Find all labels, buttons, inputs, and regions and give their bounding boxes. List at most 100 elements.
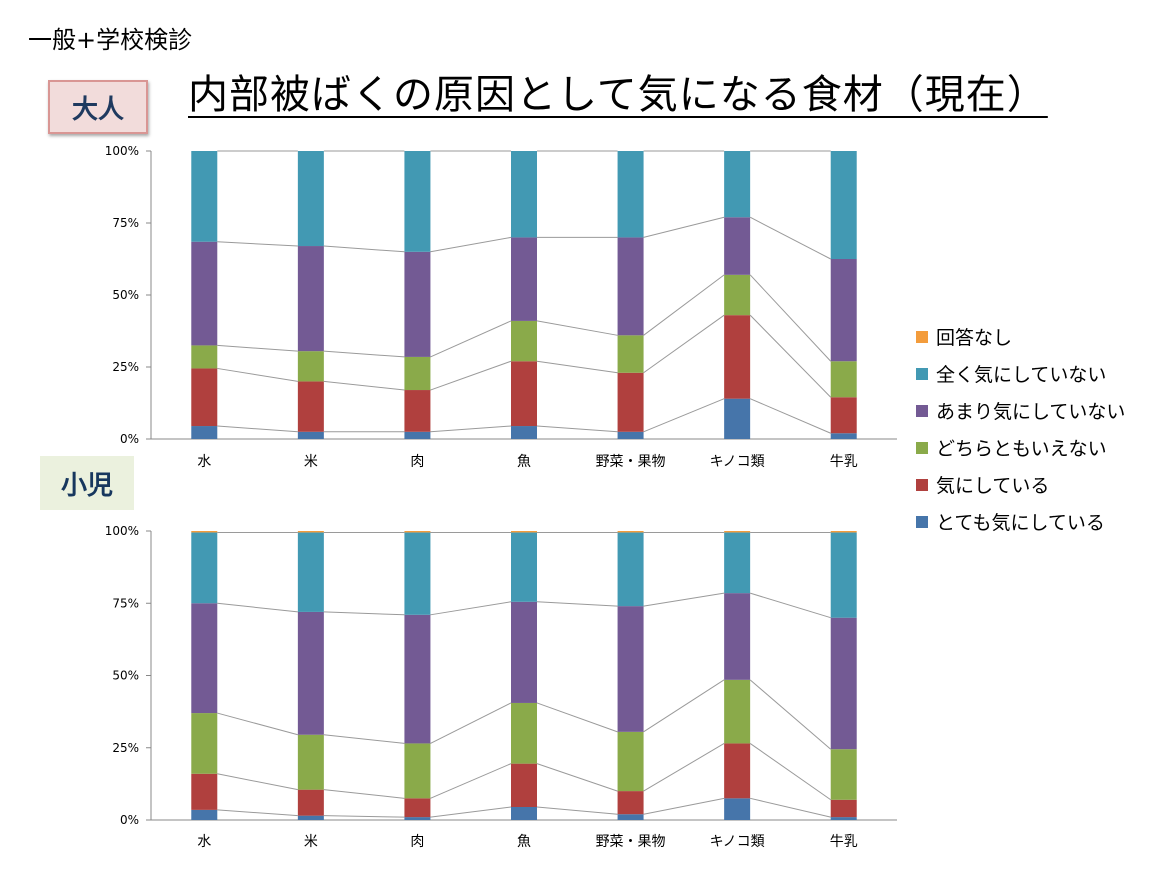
child-bar-segment xyxy=(830,817,857,820)
legend-item: 気にしている xyxy=(916,466,1125,503)
child-bar-segment xyxy=(297,531,324,533)
adult-series-line xyxy=(217,367,298,382)
child-bar-segment xyxy=(617,814,644,820)
adult-bar-segment xyxy=(830,433,857,439)
child-bar-segment xyxy=(191,531,218,533)
child-bar-segment xyxy=(617,731,644,792)
adult-bar-segment xyxy=(511,426,537,439)
adult-bar-segment xyxy=(297,381,324,432)
legend-item: 回答なし xyxy=(916,318,1125,355)
child-x-tick-label: 水 xyxy=(197,834,211,850)
child-bar-segment xyxy=(191,603,218,714)
adult-bar-segment xyxy=(511,151,537,238)
legend-label: あまり気にしていない xyxy=(936,401,1126,423)
child-bar-segment xyxy=(404,743,431,799)
adult-series-line xyxy=(643,274,725,336)
child-series-line xyxy=(217,602,298,613)
adult-series-line xyxy=(536,360,618,374)
child-bar-segment xyxy=(191,713,218,774)
child-bar-segment xyxy=(724,531,751,533)
child-x-tick-label: 野菜・果物 xyxy=(596,834,666,850)
child-bar-segment xyxy=(511,763,537,807)
adult-series-line xyxy=(749,216,831,260)
child-bar-segment xyxy=(617,791,644,815)
child-bar-segment xyxy=(191,773,218,810)
adult-x-tick-label: 野菜・果物 xyxy=(596,454,666,470)
adult-series-line xyxy=(323,350,405,358)
corner-label: 一般+学校検診 xyxy=(28,26,193,54)
child-bar-segment xyxy=(191,532,218,604)
child-series-line xyxy=(536,806,618,815)
adult-panel-label: 大人 xyxy=(48,80,148,134)
child-bar-segment xyxy=(830,799,857,818)
adult-series-line xyxy=(430,236,512,253)
child-series-line xyxy=(749,679,832,750)
adult-y-tick-label: 50% xyxy=(112,288,139,302)
child-y-tick-label: 25% xyxy=(112,741,139,755)
child-series-line xyxy=(430,702,512,744)
adult-bar-segment xyxy=(191,241,218,346)
adult-x-tick-label: キノコ類 xyxy=(710,454,765,470)
child-bar-segment xyxy=(724,679,751,744)
child-bar-segment xyxy=(404,614,431,744)
child-bar-segment xyxy=(297,734,324,790)
child-bar-segment xyxy=(724,532,751,594)
child-bar-segment xyxy=(404,817,431,820)
child-series-line xyxy=(430,806,512,818)
adult-series-line xyxy=(643,216,725,238)
adult-bar-segment xyxy=(830,361,857,398)
adult-y-tick-label: 75% xyxy=(112,216,139,230)
adult-series-line xyxy=(217,241,298,247)
adult-bar-segment xyxy=(511,361,537,427)
child-bar-segment xyxy=(511,531,537,533)
adult-bar-segment xyxy=(297,351,324,382)
child-bar-segment xyxy=(404,798,431,818)
adult-series-line xyxy=(217,344,298,352)
child-series-line xyxy=(643,592,725,607)
child-y-tick-label: 75% xyxy=(112,596,139,610)
slide-title: 内部被ばくの原因として気になる食材（現在） xyxy=(188,72,1048,118)
child-series-line xyxy=(323,734,405,744)
child-bar-segment xyxy=(511,532,537,602)
adult-bar-segment xyxy=(617,237,644,336)
legend-swatch xyxy=(916,478,928,491)
child-series-line xyxy=(217,809,298,817)
child-bar-segment xyxy=(724,593,751,680)
adult-series-line xyxy=(536,425,618,433)
adult-bar-segment xyxy=(404,151,431,252)
legend-swatch xyxy=(916,367,928,380)
legend-label: 回答なし xyxy=(936,327,1013,349)
adult-bar-segment xyxy=(191,151,218,242)
child-bar-segment xyxy=(830,749,857,800)
adult-y-tick-label: 100% xyxy=(105,144,139,158)
adult-bar-segment xyxy=(724,274,751,316)
child-x-tick-label: 米 xyxy=(304,834,318,850)
child-series-line xyxy=(323,611,405,616)
adult-x-tick-label: 魚 xyxy=(517,454,531,470)
adult-y-tick-label: 25% xyxy=(112,360,139,374)
adult-bar-segment xyxy=(511,320,537,362)
legend-swatch xyxy=(916,330,928,343)
child-series-line xyxy=(430,763,512,799)
adult-series-line xyxy=(643,314,725,374)
legend-swatch xyxy=(916,441,928,454)
legend-swatch xyxy=(916,404,928,417)
legend-label: どちらともいえない xyxy=(936,438,1107,460)
adult-series-line xyxy=(643,398,725,433)
child-series-line xyxy=(536,601,618,607)
adult-series-line xyxy=(430,425,512,433)
child-series-line xyxy=(323,815,405,818)
adult-series-line xyxy=(749,398,831,434)
chart-legend: 回答なし 全く気にしていない あまり気にしていない どちらともいえない 気にしている とて… xyxy=(916,318,1125,540)
child-bar-segment xyxy=(511,806,537,820)
legend-label: 気にしている xyxy=(936,475,1050,497)
adult-series-line xyxy=(749,314,832,398)
child-y-tick-label: 50% xyxy=(112,669,139,683)
adult-x-tick-label: 肉 xyxy=(410,454,424,470)
child-series-line xyxy=(643,679,725,733)
legend-swatch xyxy=(916,515,928,528)
adult-series-line xyxy=(217,425,298,433)
child-y-tick-label: 0% xyxy=(120,813,139,827)
adult-bar-segment xyxy=(191,426,218,439)
